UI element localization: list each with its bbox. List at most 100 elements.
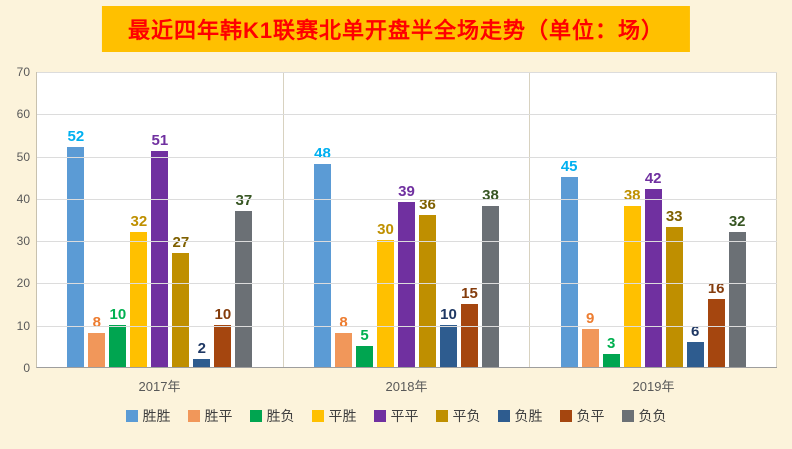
legend-swatch-icon (187, 410, 200, 422)
bar-value-label: 27 (172, 234, 190, 251)
bar-cell: 30 (377, 222, 394, 367)
bar-value-label: 39 (398, 183, 415, 200)
bar-group-2018年: 48 8 5 30 39 36 10 15 38 (284, 72, 531, 367)
bar-value-label: 16 (707, 280, 725, 297)
bar-cell: 10 (440, 307, 457, 367)
bar-胜平 (335, 333, 352, 367)
chart-title: 最近四年韩K1联赛北单开盘半全场走势（单位：场） (101, 6, 691, 52)
bar-平胜 (130, 232, 148, 367)
bar-平负 (172, 253, 190, 367)
bar-cell: 32 (130, 213, 148, 367)
bar-平平 (398, 202, 415, 367)
legend-item-负胜: 负胜 (497, 406, 543, 426)
bar-cell: 52 (67, 128, 85, 367)
bar-value-label: 6 (691, 323, 700, 340)
bar-value-label: 38 (623, 187, 641, 204)
legend-label: 平负 (452, 408, 481, 424)
bar-cell: 6 (686, 323, 704, 367)
legend: 胜胜 胜平 胜负 平胜 平平 平负 负胜 负平 负负 (0, 406, 792, 426)
bar-group-2017年: 52 8 10 32 51 27 2 10 37 (37, 72, 284, 367)
bar-cell: 10 (109, 306, 127, 367)
bar-cell: 32 (728, 214, 746, 367)
bar-group-2019年: 45 9 3 38 42 33 6 16 32 (530, 72, 778, 367)
y-tick-label: 0 (23, 361, 30, 375)
bar-负平 (461, 304, 478, 367)
bar-负胜 (686, 342, 704, 367)
bar-value-label: 3 (607, 335, 616, 352)
y-tick-label: 20 (16, 276, 30, 291)
legend-label: 胜胜 (142, 408, 171, 424)
gridline (37, 283, 777, 285)
bar-cell: 8 (88, 314, 106, 367)
bar-cell: 36 (419, 197, 436, 367)
y-tick-label: 60 (16, 107, 30, 122)
bar-cell: 2 (193, 340, 211, 367)
legend-item-平平: 平平 (373, 406, 419, 426)
bar-value-label: 10 (214, 306, 232, 323)
legend-item-平负: 平负 (435, 406, 481, 426)
bar-负负 (482, 206, 499, 367)
bar-value-label: 37 (235, 192, 253, 209)
legend-label: 负负 (638, 408, 667, 424)
bar-cell: 33 (665, 208, 683, 367)
x-axis-label: 2019年 (632, 379, 675, 394)
bar-cell: 51 (151, 133, 169, 367)
gridline (37, 241, 777, 243)
legend-label: 负胜 (514, 408, 543, 424)
bar-负负 (235, 211, 253, 367)
legend-swatch-icon (249, 410, 262, 422)
y-tick-label: 30 (16, 234, 30, 249)
bar-胜负 (356, 346, 373, 367)
bar-负平 (707, 299, 725, 367)
legend-swatch-icon (373, 410, 386, 422)
bar-胜负 (602, 354, 620, 367)
bar-cell: 27 (172, 234, 190, 367)
bar-胜胜 (314, 164, 331, 367)
bar-value-label: 2 (197, 340, 206, 357)
bar-value-label: 33 (665, 208, 683, 225)
bar-cell: 42 (644, 171, 662, 367)
bar-cell: 38 (623, 187, 641, 367)
bar-value-label: 45 (560, 158, 578, 175)
bar-cell: 38 (482, 188, 499, 367)
y-tick-label: 50 (16, 149, 30, 164)
bar-value-label: 30 (377, 221, 394, 238)
x-axis-label: 2017年 (138, 379, 181, 394)
bar-负平 (214, 325, 232, 367)
bar-平胜 (377, 240, 394, 367)
bar-平负 (419, 215, 436, 367)
bar-负胜 (440, 325, 457, 367)
bar-value-label: 5 (360, 327, 369, 344)
bar-value-label: 8 (92, 314, 101, 331)
legend-item-胜平: 胜平 (187, 406, 233, 426)
bar-cell: 37 (235, 192, 253, 367)
bar-value-label: 52 (67, 128, 85, 145)
bar-cell: 16 (707, 280, 725, 367)
bar-cell: 9 (581, 310, 599, 367)
legend-item-负平: 负平 (559, 406, 605, 426)
gridline (37, 72, 777, 73)
bar-cell: 3 (602, 335, 620, 367)
bar-value-label: 10 (440, 306, 457, 323)
bar-value-label: 10 (109, 306, 127, 323)
bar-value-label: 32 (130, 213, 148, 230)
legend-swatch-icon (559, 410, 572, 422)
gridline (37, 156, 777, 158)
bar-平平 (151, 151, 169, 367)
bar-value-label: 38 (482, 187, 499, 204)
bar-平平 (644, 189, 662, 367)
bar-value-label: 36 (419, 196, 436, 213)
bar-cell: 48 (314, 146, 331, 367)
y-axis: 0 10 20 30 40 50 60 70 (0, 65, 30, 375)
y-tick-label: 70 (16, 65, 30, 79)
legend-item-平胜: 平胜 (311, 406, 357, 426)
y-tick-label: 40 (16, 191, 30, 206)
bar-cell: 5 (356, 328, 373, 367)
bar-value-label: 8 (339, 314, 348, 331)
bar-胜胜 (560, 177, 578, 367)
bar-value-label: 9 (586, 310, 595, 327)
bar-cell: 45 (560, 158, 578, 367)
bar-value-label: 15 (461, 285, 478, 302)
legend-swatch-icon (125, 410, 138, 422)
legend-label: 胜平 (204, 408, 233, 424)
